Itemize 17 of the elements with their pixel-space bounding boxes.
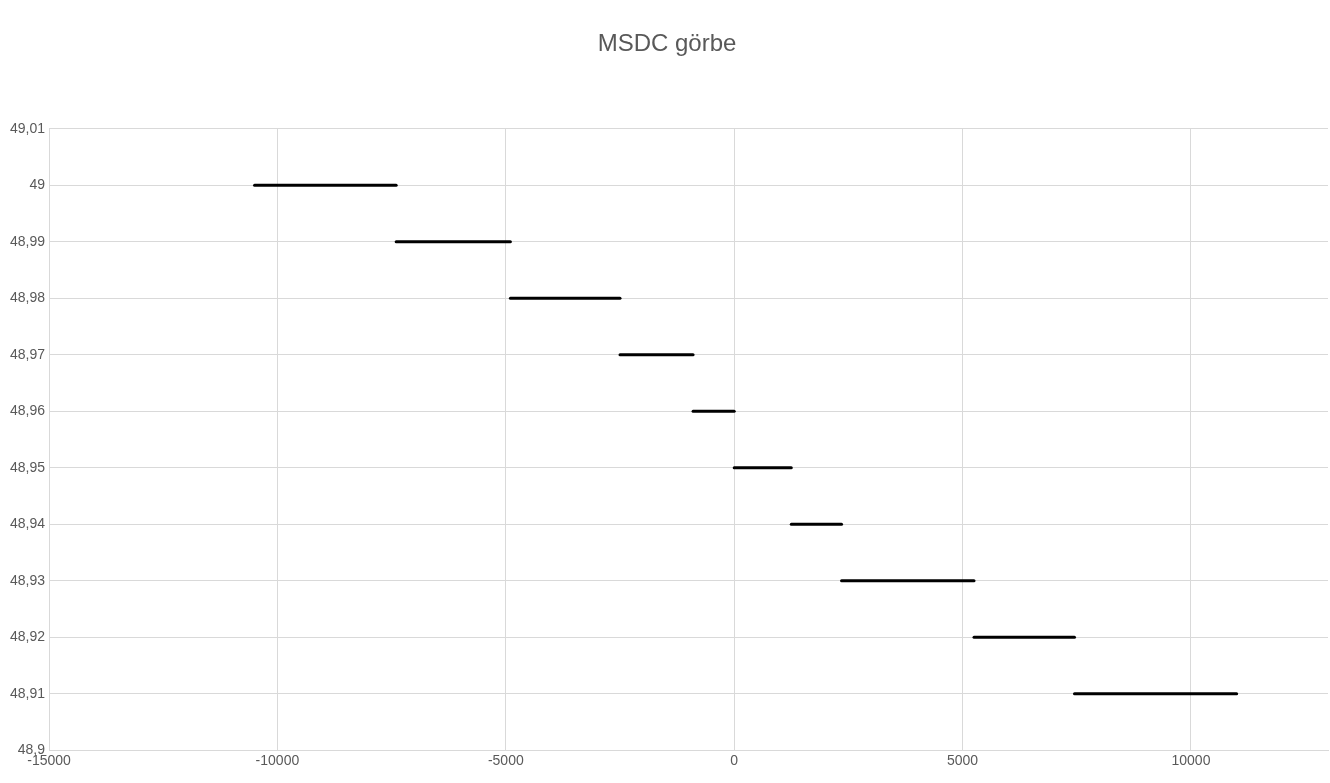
y-tick-label: 49 (29, 176, 46, 193)
x-tick-label: 5000 (947, 752, 979, 769)
y-tick-label: 48,99 (9, 232, 46, 249)
x-tick-label: 0 (730, 752, 739, 769)
y-tick-label: 48,98 (9, 289, 46, 306)
y-tick-label: 49,01 (9, 119, 46, 136)
y-tick-label: 48,91 (9, 684, 46, 701)
y-tick-label: 48,92 (9, 628, 46, 645)
y-tick-label: 48,93 (9, 571, 46, 588)
chart-title: MSDC görbe (597, 29, 737, 57)
y-tick-label: 48,95 (9, 458, 46, 475)
y-tick-label: 48,96 (9, 402, 46, 419)
x-tick-label: -5000 (487, 752, 524, 769)
x-tick-label: -10000 (255, 752, 300, 769)
y-tick-label: 48,94 (9, 515, 46, 532)
y-tick-label: 48,97 (9, 345, 46, 362)
x-tick-label: 10000 (1171, 752, 1211, 769)
